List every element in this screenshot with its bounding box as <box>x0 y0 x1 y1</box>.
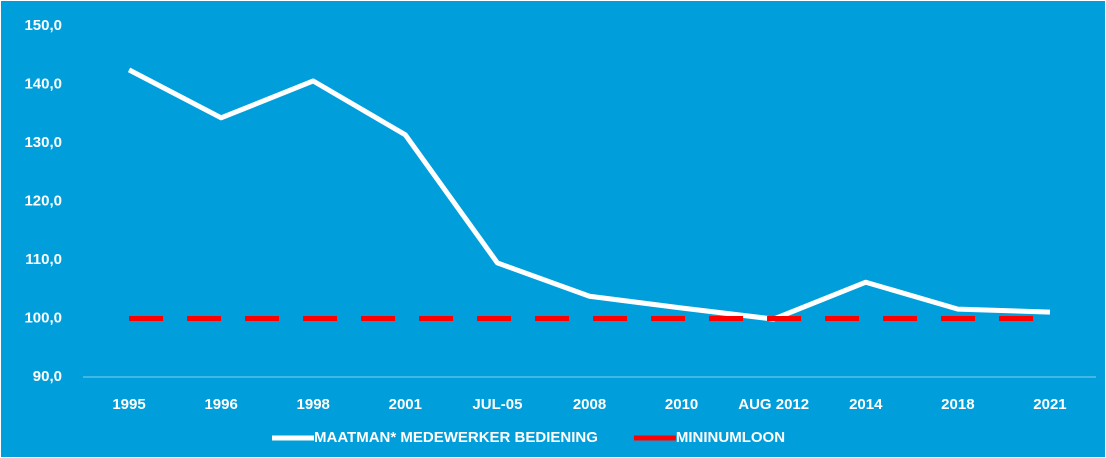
x-tick-label: 2008 <box>573 396 606 413</box>
y-tick-label: 140,0 <box>24 75 62 92</box>
legend-label: MININUMLOON <box>676 429 785 446</box>
y-tick-label: 110,0 <box>25 251 62 268</box>
y-tick-label: 90,0 <box>33 368 62 385</box>
x-tick-label: AUG 2012 <box>738 396 809 413</box>
x-tick-label: 2001 <box>389 396 422 413</box>
y-tick-label: 120,0 <box>24 192 62 209</box>
x-tick-label: 1996 <box>204 396 237 413</box>
y-tick-label: 130,0 <box>24 134 62 151</box>
x-tick-label: 2010 <box>665 396 698 413</box>
x-tick-label: 2018 <box>941 396 974 413</box>
x-tick-label: 1995 <box>112 396 145 413</box>
series-line <box>127 67 1051 322</box>
y-tick-label: 100,0 <box>24 309 62 326</box>
legend-label: MAATMAN* MEDEWERKER BEDIENING <box>314 429 598 446</box>
x-tick-label: 1998 <box>297 396 330 413</box>
x-tick-label: 2021 <box>1033 396 1066 413</box>
x-tick-label: JUL-05 <box>472 396 522 413</box>
x-tick-label: 2014 <box>849 396 883 413</box>
y-tick-label: 150,0 <box>24 17 62 34</box>
